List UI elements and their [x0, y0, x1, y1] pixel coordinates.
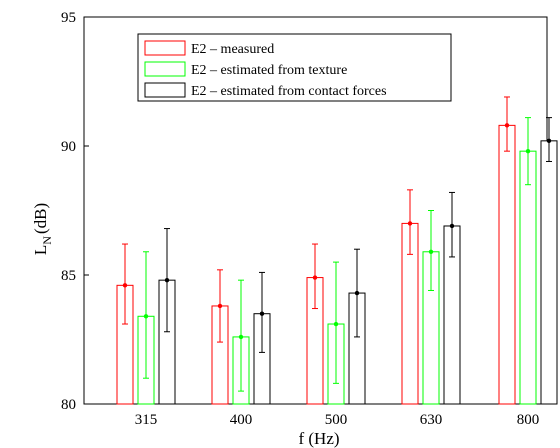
mean-point — [333, 321, 339, 327]
mean-point — [525, 148, 531, 154]
mean-point — [122, 283, 128, 288]
y-axis-title-unit: (dB) — [31, 203, 50, 234]
mean-point — [428, 249, 434, 254]
legend-label-texture: E2 – estimated from texture — [191, 63, 347, 78]
mean-point — [449, 223, 455, 229]
y-axis-title-subscript: N — [40, 236, 54, 245]
mean-point — [312, 275, 318, 280]
y-tick-label: 85 — [61, 268, 76, 284]
mean-point — [407, 221, 413, 226]
legend-swatch-contact-forces — [144, 82, 186, 98]
x-tick-label: 500 — [325, 412, 348, 428]
mean-point — [238, 334, 244, 340]
legend-swatch-texture — [144, 61, 186, 77]
x-tick-label: 400 — [230, 412, 253, 428]
mean-point — [164, 277, 170, 283]
mean-point — [504, 123, 510, 128]
x-tick-label: 315 — [135, 412, 158, 428]
legend-swatch-measured — [144, 40, 186, 56]
bar — [540, 140, 558, 405]
y-tick-label: 80 — [61, 397, 76, 413]
x-axis-title: f (Hz) — [298, 429, 339, 448]
bar — [519, 150, 537, 405]
bar — [498, 124, 516, 405]
legend-box — [137, 33, 452, 102]
mean-point — [217, 303, 223, 309]
mean-point — [143, 314, 149, 319]
legend-label-measured: E2 – measured — [191, 42, 274, 57]
x-tick-label: 800 — [517, 412, 540, 428]
y-axis-title: LN (dB) — [31, 203, 54, 255]
mean-point — [259, 311, 265, 316]
plot-area: 80 85 90 95 315 400 500 630 800 — [61, 10, 558, 428]
y-axis-title-main: L — [31, 245, 50, 255]
y-tick-label: 95 — [61, 10, 76, 26]
legend: E2 – measured E2 – estimated from textur… — [137, 33, 452, 102]
legend-label-contact-forces: E2 – estimated from contact forces — [191, 84, 387, 99]
x-tick-label: 630 — [420, 412, 443, 428]
mean-point — [546, 138, 552, 144]
mean-point — [354, 290, 360, 296]
y-tick-label: 90 — [61, 139, 76, 155]
